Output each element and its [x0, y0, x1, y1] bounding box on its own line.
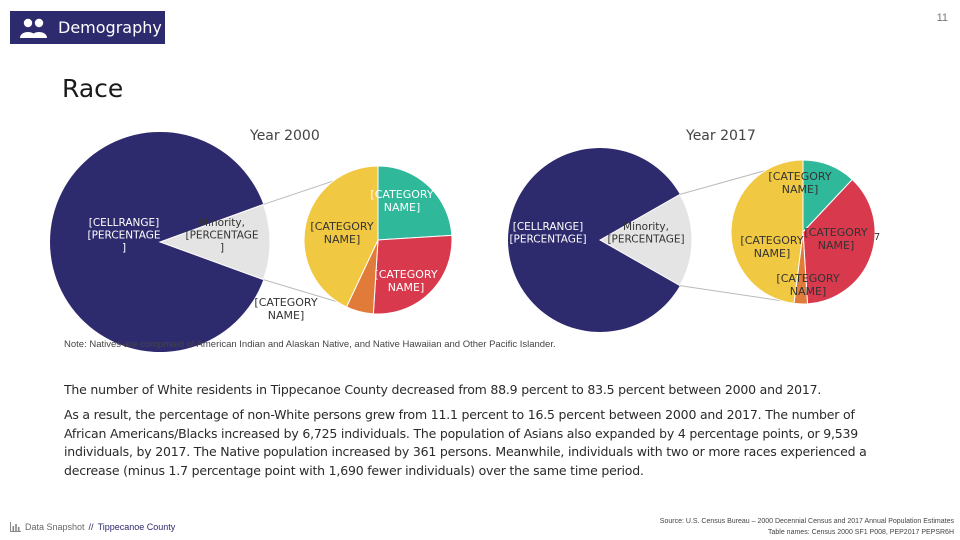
section-badge: Demography: [10, 11, 165, 44]
pie-0-breakdown-label-3: [CATEGORY NAME]: [310, 220, 373, 246]
page-title: Race: [62, 74, 124, 103]
pie-0-label-minority: Minority, [PERCENTAGE]: [185, 217, 258, 254]
pie-0-breakdown-slice-0: [377, 165, 453, 241]
paragraph-minority-growth: As a result, the percentage of non-White…: [64, 407, 867, 478]
chart-title-2017: Year 2017: [686, 128, 756, 144]
footer-county: Tippecanoe County: [97, 522, 176, 532]
pie-0-breakdown-label-1: [CATEGORY NAME]: [374, 268, 437, 294]
pie-0-breakdown-slice-3: [303, 165, 379, 308]
pie-1-extra-label: 7: [874, 232, 880, 243]
section-label: Demography: [58, 18, 162, 37]
source-line-1: Source: U.S. Census Bureau – 2000 Decenn…: [659, 518, 954, 525]
footer-separator: //: [88, 522, 94, 532]
bar-chart-icon: [10, 522, 21, 532]
pie-1-breakdown-slice-3: [730, 159, 804, 304]
source-citation: Source: U.S. Census Bureau – 2000 Decenn…: [660, 516, 954, 538]
pie-0-slice-majority: [49, 131, 264, 352]
chart-title-2000: Year 2000: [250, 128, 320, 144]
pie-0-breakdown-label-0: [CATEGORY NAME]: [370, 188, 433, 214]
pie-1-breakdown-label-1: [CATEGORY NAME]: [776, 272, 839, 298]
paragraph-white-share: The number of White residents in Tippeca…: [64, 382, 822, 397]
pie-1-breakdown-label-2: [CATEGORY NAME]: [740, 234, 803, 260]
pie-0-breakdown-slice-1: [372, 234, 453, 315]
pie-0-label-majority: [CELLRANGE] [PERCENTAGE]: [87, 217, 160, 254]
pie-1-breakdown-label-0: [CATEGORY NAME]: [804, 226, 867, 252]
pie-0-slice-minority: [158, 203, 271, 281]
footer-brand: Data Snapshot // Tippecanoe County: [10, 522, 175, 532]
pie-1-label-majority: [CELLRANGE] [PERCENTAGE]: [509, 221, 586, 246]
source-line-2: Table names: Census 2000 SF1 P008, PEP20…: [768, 529, 954, 536]
pie-1-slice-majority: [508, 147, 680, 332]
pie-1-label-minority: Minority, [PERCENTAGE]: [607, 221, 684, 246]
pie-1-breakdown-label-3: [CATEGORY NAME]: [768, 170, 831, 196]
footer-brand-name: Data Snapshot: [25, 522, 85, 532]
pie-1-slice-minority: [598, 193, 693, 287]
people-icon: [20, 18, 47, 38]
chart-note: Note: Natives are comprised of American …: [64, 339, 556, 350]
pie-1-breakdown-slice-1: [802, 178, 876, 305]
page-number: 11: [936, 12, 948, 24]
pie-0-breakdown-label-2: [CATEGORY NAME]: [254, 296, 317, 322]
